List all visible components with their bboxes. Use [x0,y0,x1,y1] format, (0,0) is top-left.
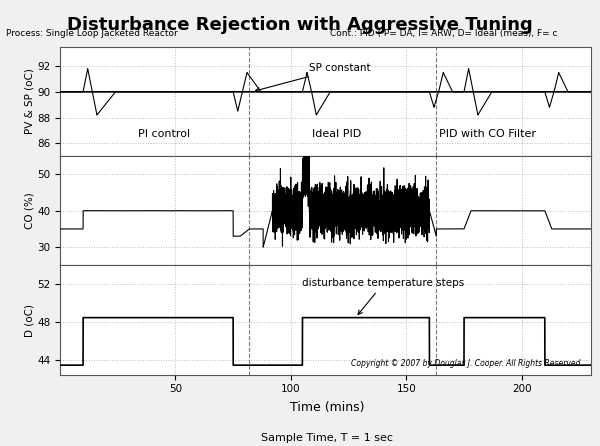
Text: Disturbance Rejection with Aggressive Tuning: Disturbance Rejection with Aggressive Tu… [67,16,533,33]
Text: Process: Single Loop Jacketed Reactor: Process: Single Loop Jacketed Reactor [6,29,178,38]
Text: Ideal PID: Ideal PID [313,129,362,139]
Text: Time (mins): Time (mins) [290,401,364,414]
Text: PI control: PI control [138,129,190,139]
Text: Sample Time, T = 1 sec: Sample Time, T = 1 sec [261,433,393,442]
Text: Cont.: PID ( P= DA, I= ARW, D= Ideal (meas), F= c: Cont.: PID ( P= DA, I= ARW, D= Ideal (me… [330,29,557,38]
Text: disturbance temperature steps: disturbance temperature steps [302,278,464,314]
Y-axis label: CO (%): CO (%) [25,192,34,229]
Text: SP constant: SP constant [256,63,371,92]
Y-axis label: D (oC): D (oC) [24,304,34,336]
Text: PID with CO Filter: PID with CO Filter [439,129,536,139]
Y-axis label: PV & SP (oC): PV & SP (oC) [24,69,34,134]
Text: Copyright © 2007 by Douglas J. Cooper. All Rights Reserved: Copyright © 2007 by Douglas J. Cooper. A… [351,359,580,368]
